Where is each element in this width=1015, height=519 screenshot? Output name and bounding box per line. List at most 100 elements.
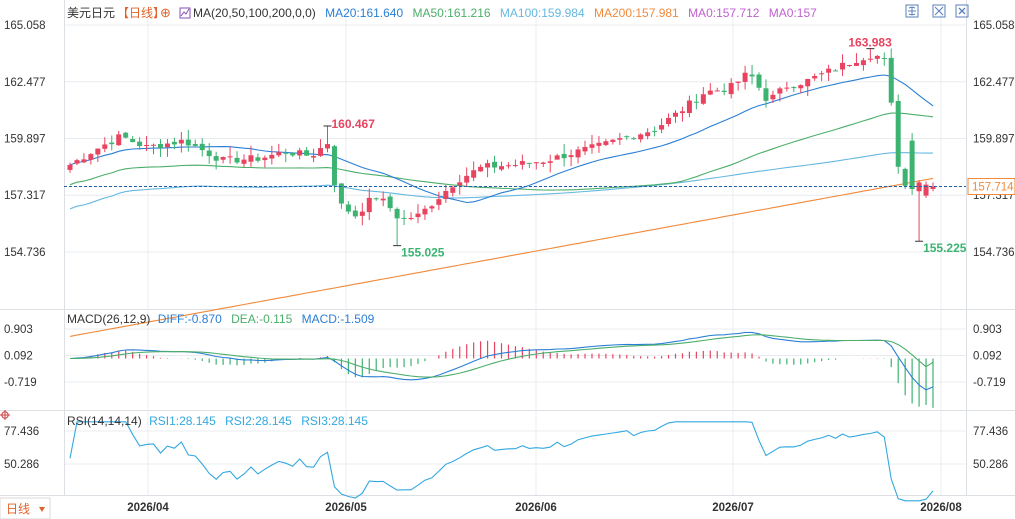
ma-indicator-glyph [180,8,190,17]
candle-body [401,217,407,219]
candle-body [707,90,713,95]
candle-body [853,63,859,66]
candle-body [533,162,539,164]
zoom-in-button[interactable] [905,4,919,18]
candle-body [283,152,289,154]
macd-diff: DIFF:-0.870 [158,312,222,326]
candle-body [436,199,442,205]
candle-body [923,184,929,196]
candle-body [366,197,372,213]
candle-body [575,149,581,158]
candle-body [213,156,219,161]
y-tick-label-right: 50.286 [973,459,1008,471]
ma20-line [69,74,934,204]
symbol-label: 美元日元 [67,6,115,20]
candle-body [617,138,623,140]
candle-body [464,175,470,183]
candle-body [387,196,393,209]
candle-body [693,101,699,103]
candle-body [227,156,233,158]
candle-body [408,218,414,220]
candle-body [735,81,741,83]
candle-body [888,57,894,103]
macd-lines [69,331,934,391]
y-tick-label-right: -0.719 [973,377,1006,389]
macd-histogram [76,340,934,408]
candle-body [311,156,317,158]
close-button[interactable] [955,4,969,18]
candle-body [450,187,456,193]
candle-body [631,138,637,140]
candle-body [526,162,532,164]
settings-icon[interactable]: ⊕ [160,5,171,20]
candle-body [819,73,825,75]
candle-body [199,143,205,151]
candle-body [144,144,150,146]
candle-body [67,164,73,170]
crosshair-icon[interactable] [0,410,10,420]
candle-body [666,117,672,125]
grid-lines [0,0,1015,496]
candle-body [728,83,734,95]
candle-body [241,159,247,164]
rsi2-value: RSI2:28.145 [225,414,292,428]
y-tick-label-right: 165.058 [973,20,1015,32]
candle-body [485,163,491,168]
macd-name: MACD(26,12,9) [67,312,150,326]
y-tick-label-left: 157.317 [4,190,46,202]
ma100-value: MA100:159.984 [500,6,585,20]
price-annotations: 160.467 155.025 163.983 155.225 [332,36,967,260]
ma0a-value: MA0:157.712 [688,6,760,20]
y-tick-label-left: 77.436 [4,426,39,438]
low-annotation-2: 155.225 [923,241,967,255]
candle-body [380,198,386,201]
candle-body [74,160,80,164]
candle-body [192,143,198,146]
rsi3-value: RSI3:28.145 [301,414,368,428]
candle-body [756,74,762,88]
candle-body [331,146,337,186]
candle-body [304,150,310,156]
candle-body [429,206,435,209]
price-legend: 美元日元 【日线】 ⊕ MA(20,50,100,200,0,0) MA20:16… [67,5,817,20]
svg-text:MA(20,50,100,200,0,0) MA: MA(20,50,100,200,0,0) MA20:161.640 MA50:… [193,6,817,20]
y-tick-label-right: 0.903 [973,324,1002,336]
candle-body [290,153,296,156]
macd-legend: MACD(26,12,9) DIFF:-0.870 DEA:-0.115 MAC… [67,312,375,326]
candle-body [540,162,546,164]
candle-body [805,78,811,87]
period-tag: 【日线】 [117,6,165,20]
candle-body [638,134,644,140]
candle-body [596,142,602,146]
candle-body [471,170,477,178]
candle-body [415,213,421,218]
candle-body [422,208,428,215]
period-button[interactable]: 日线 [0,497,51,519]
candle-body [130,139,136,143]
macd-dea-line [69,334,934,378]
candle-body [840,62,846,70]
candle-body [102,144,108,149]
ma-indicator-icon [179,7,191,19]
candle-body [95,148,101,155]
y-tick-label-left: 50.286 [4,459,39,471]
candle-body [109,142,115,145]
ma200-value: MA200:157.981 [594,6,679,20]
candle-body [123,132,129,138]
rsi-name: RSI(14,14,14) [67,414,142,428]
candle-body [881,57,887,59]
svg-text:RSI(14,14,14) RSI1:28.14: RSI(14,14,14) RSI1:28.145 RSI2:28.145 RS… [67,414,368,428]
y-tick-label-right: 77.436 [973,426,1008,438]
high-annotation-2: 163.983 [848,36,892,50]
svg-text:美元日元【日线】: 美元日元 【日线】 [67,6,165,20]
zoom-out-button[interactable] [932,4,946,18]
candle-body [178,139,184,144]
last-price-label: 157.714 [972,182,1014,194]
ma0b-value: MA0:157 [769,6,817,20]
chevron-down-icon [39,507,45,512]
candle-body [492,161,498,168]
y-tick-label-right: 162.477 [973,77,1015,89]
period-button-label: 日线 [6,502,30,516]
candle-body [714,90,720,92]
